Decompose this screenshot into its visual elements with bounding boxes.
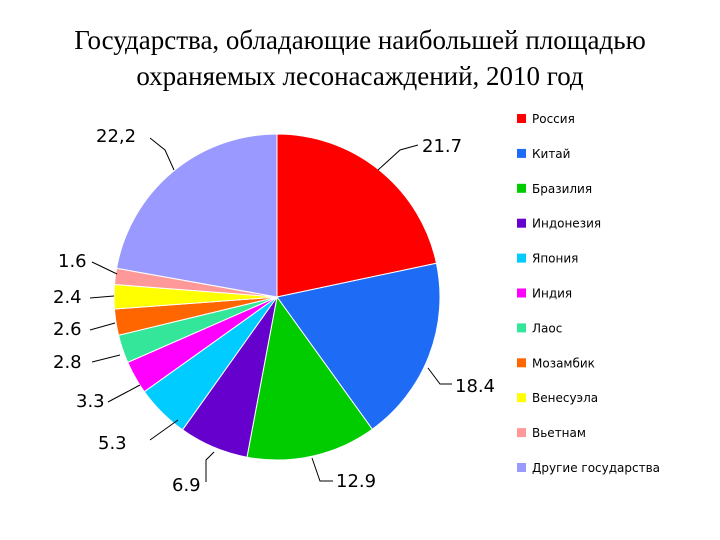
legend-entry-1: Россия bbox=[532, 112, 575, 126]
data-label-2: 18.4 bbox=[455, 376, 495, 397]
leader-line-2 bbox=[427, 367, 452, 385]
leader-line-1 bbox=[377, 144, 419, 171]
legend-entry-9: Венесуэла bbox=[532, 391, 598, 405]
legend-swatch-6 bbox=[517, 288, 526, 298]
legend-entry-10: Вьетнам bbox=[532, 426, 586, 440]
legend-entry-3: Бразилия bbox=[532, 182, 592, 196]
leader-line-10 bbox=[91, 261, 118, 275]
data-label-1: 21.7 bbox=[422, 136, 462, 157]
legend-entry-8: Мозамбик bbox=[532, 356, 595, 370]
leader-line-7 bbox=[91, 354, 121, 363]
data-label-4: 6.9 bbox=[172, 475, 201, 496]
pie-slice-1 bbox=[276, 133, 438, 298]
chart-title-line-2: охраняемых лесонасаждений, 2010 год bbox=[136, 61, 584, 91]
leader-line-11 bbox=[149, 137, 175, 171]
pie-slice-2 bbox=[276, 262, 441, 430]
legend-entry-2: Китай bbox=[532, 147, 570, 161]
pie-slice-11 bbox=[115, 133, 278, 298]
legend-swatch-11 bbox=[517, 463, 526, 472]
legend-entry-7: Лаос bbox=[532, 321, 562, 335]
legend-swatch-9 bbox=[517, 393, 526, 403]
legend-entry-11: Другие государства bbox=[532, 461, 660, 475]
legend-swatch-2 bbox=[517, 148, 526, 158]
leader-lines bbox=[89, 137, 452, 482]
leader-line-3 bbox=[311, 457, 333, 482]
leader-line-5 bbox=[149, 419, 179, 441]
data-label-11: 22,2 bbox=[96, 126, 136, 147]
leader-line-4 bbox=[205, 451, 215, 482]
leader-line-6 bbox=[107, 384, 141, 403]
data-label-3: 12.9 bbox=[336, 471, 376, 492]
legend-swatch-7 bbox=[517, 323, 526, 333]
chart-title: Государства, обладающие наибольшей площа… bbox=[0, 22, 720, 94]
data-label-7: 2.8 bbox=[53, 352, 82, 373]
data-label-6: 3.3 bbox=[76, 391, 105, 412]
legend-entry-6: Индия bbox=[532, 287, 572, 301]
legend-swatch-5 bbox=[517, 253, 526, 263]
leader-line-9 bbox=[89, 295, 115, 299]
data-label-9: 2.4 bbox=[53, 287, 82, 308]
legend-swatch-1 bbox=[517, 114, 526, 123]
data-label-10: 1.6 bbox=[58, 251, 87, 272]
legend-swatch-8 bbox=[517, 358, 526, 368]
leader-line-8 bbox=[89, 322, 116, 331]
chart-title-line-1: Государства, обладающие наибольшей площа… bbox=[74, 25, 646, 55]
data-labels: 21.7 18.4 12.9 6.9 5.3 3.3 2.8 2.6 2.4 1.6 22,2 bbox=[53, 126, 495, 496]
pie-slices bbox=[113, 133, 441, 461]
pie-slice-3 bbox=[246, 295, 374, 461]
legend-entry-5: Япония bbox=[532, 252, 578, 266]
legend: Россия Китай Бразилия Индонезия Япония Индия Л… bbox=[517, 112, 660, 475]
legend-swatch-3 bbox=[517, 183, 526, 193]
data-label-5: 5.3 bbox=[98, 433, 127, 454]
legend-entry-4: Индонезия bbox=[532, 217, 601, 231]
data-label-8: 2.6 bbox=[53, 319, 82, 340]
legend-swatch-10 bbox=[517, 428, 526, 438]
legend-swatch-4 bbox=[517, 218, 526, 228]
